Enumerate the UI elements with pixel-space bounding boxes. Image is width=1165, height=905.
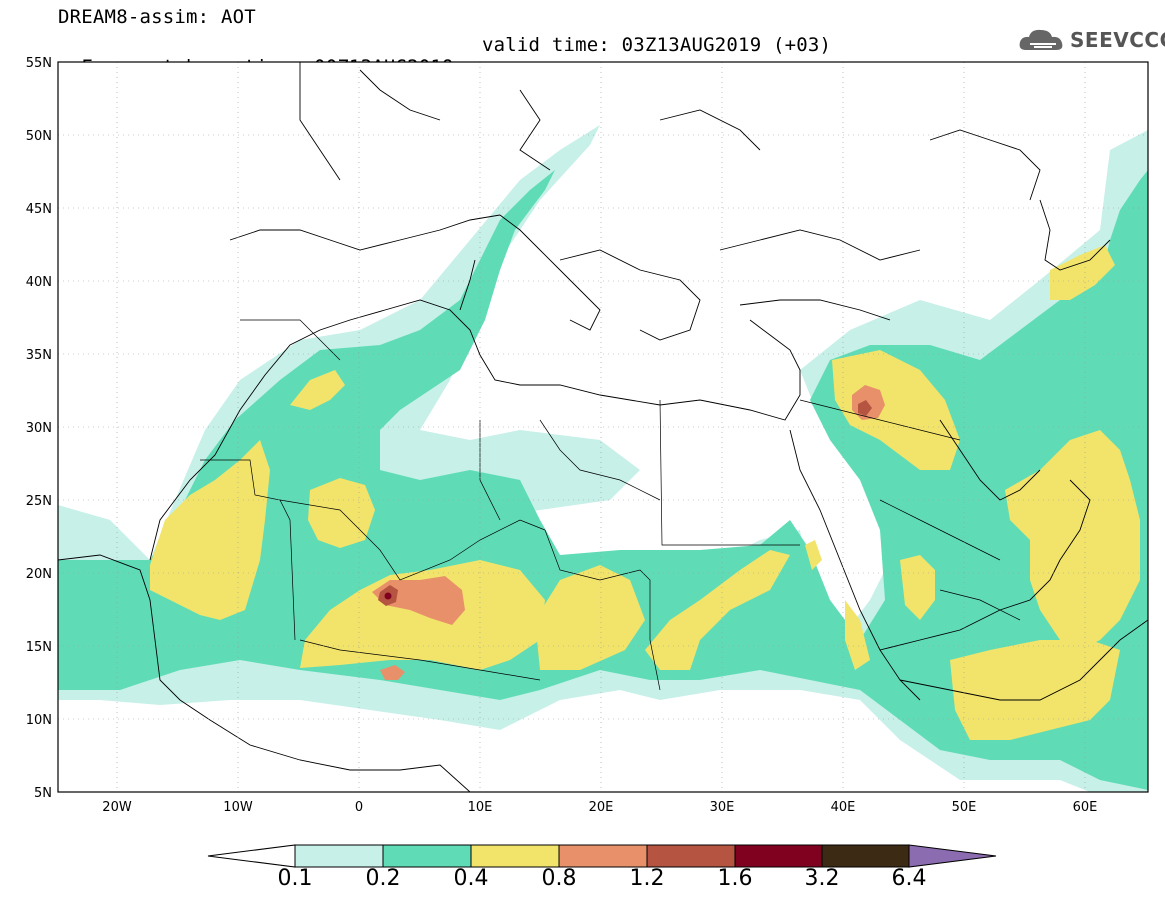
logo-text: SEEVCCC bbox=[1070, 28, 1165, 52]
seevccc-logo: SEEVCCC bbox=[1018, 24, 1165, 58]
map-title: DREAM8-assim: AOT bbox=[58, 6, 256, 28]
lon-label: 40E bbox=[831, 800, 856, 815]
colorbar bbox=[207, 844, 997, 868]
lat-label: 55N bbox=[26, 56, 52, 71]
colorbar-label: 0.8 bbox=[541, 866, 577, 891]
contour-0.4 bbox=[150, 245, 1140, 740]
lon-label: 20E bbox=[589, 800, 614, 815]
lon-axis-labels: 20W 10W 0 10E 20E 30E 40E 50E 60E bbox=[102, 800, 1097, 815]
map-frame bbox=[57, 61, 1149, 793]
valid-time-text: valid time: 03Z13AUG2019 (+03) bbox=[482, 34, 832, 56]
lat-label: 35N bbox=[26, 348, 52, 363]
colorbar-swatch bbox=[470, 844, 560, 868]
lon-label: 50E bbox=[952, 800, 977, 815]
cloud-icon bbox=[1019, 29, 1063, 50]
lat-label: 50N bbox=[26, 129, 52, 144]
colorbar-swatch bbox=[294, 844, 384, 868]
aot-contours bbox=[58, 125, 1148, 792]
lat-axis-labels: 55N 50N 45N 40N 35N 30N 25N 20N 15N 10N … bbox=[26, 56, 52, 801]
colorbar-swatch bbox=[821, 844, 910, 868]
colorbar-swatch bbox=[382, 844, 472, 868]
lat-label: 30N bbox=[26, 421, 52, 436]
colorbar-label: 0.1 bbox=[277, 866, 313, 891]
lon-label: 20W bbox=[102, 800, 132, 815]
graticule bbox=[58, 62, 1148, 792]
lon-label: 0 bbox=[355, 800, 363, 815]
country-borders bbox=[200, 319, 1021, 691]
colorbar-label: 6.4 bbox=[891, 866, 927, 891]
colorbar-swatch bbox=[646, 844, 736, 868]
colorbar-label: 3.2 bbox=[804, 866, 840, 891]
colorbar-swatch bbox=[558, 844, 648, 868]
lat-label: 20N bbox=[26, 567, 52, 582]
colorbar-label: 0.4 bbox=[453, 866, 489, 891]
colorbar-label: 1.2 bbox=[629, 866, 665, 891]
colorbar-high-arrow bbox=[908, 844, 997, 868]
coastlines bbox=[58, 62, 1148, 792]
lat-label: 40N bbox=[26, 275, 52, 290]
lat-label: 25N bbox=[26, 494, 52, 509]
lat-label: 10N bbox=[26, 713, 52, 728]
lat-label: 45N bbox=[26, 202, 52, 217]
lon-label: 60E bbox=[1073, 800, 1098, 815]
lon-label: 30E bbox=[710, 800, 735, 815]
colorbar-label: 1.6 bbox=[717, 866, 753, 891]
colorbar-low-arrow bbox=[207, 844, 296, 868]
aot-peak-marker bbox=[384, 592, 392, 600]
lat-label: 15N bbox=[26, 640, 52, 655]
lat-label: 5N bbox=[34, 786, 52, 801]
lon-label: 10E bbox=[468, 800, 493, 815]
colorbar-swatch bbox=[734, 844, 823, 868]
colorbar-label: 0.2 bbox=[365, 866, 401, 891]
lon-label: 10W bbox=[223, 800, 253, 815]
